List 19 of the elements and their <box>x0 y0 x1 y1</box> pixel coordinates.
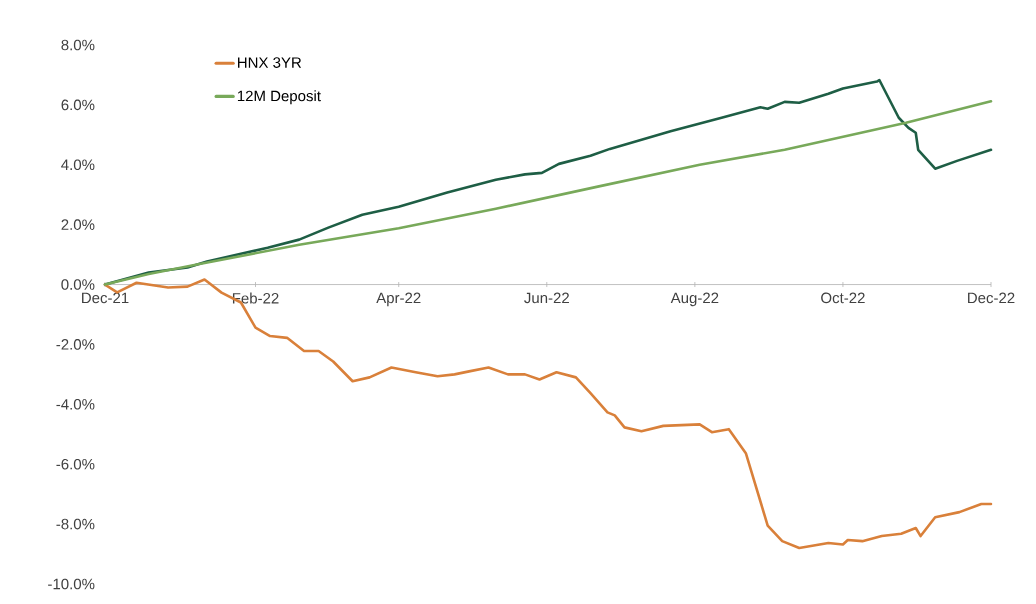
y-tick-label: 8.0% <box>61 39 95 51</box>
x-tick-label: Dec-21 <box>82 292 129 304</box>
y-tick-label: -4.0% <box>56 399 95 410</box>
x-tick-label: Aug-22 <box>670 292 719 307</box>
y-tick-label: -10.0% <box>48 578 95 590</box>
x-tick-label: Jun-22 <box>524 292 569 304</box>
legend-label: HNX 3YR <box>238 57 302 68</box>
y-tick-label: -6.0% <box>56 458 95 470</box>
x-tick-label: Dec-22 <box>968 292 1015 304</box>
y-tick-label: 2.0% <box>61 219 95 230</box>
x-tick-label: Feb-22 <box>232 292 279 304</box>
y-tick-label: 6.0% <box>61 99 95 111</box>
y-tick-label: -2.0% <box>56 339 95 350</box>
y-tick-label: 4.0% <box>61 159 95 171</box>
legend-label: 12M Deposit <box>237 90 321 105</box>
x-tick-label: Apr-22 <box>376 292 421 307</box>
x-tick-label: Oct-22 <box>821 292 865 304</box>
y-tick-label: -8.0% <box>56 518 95 530</box>
y-tick-label: 0.0% <box>61 279 95 290</box>
